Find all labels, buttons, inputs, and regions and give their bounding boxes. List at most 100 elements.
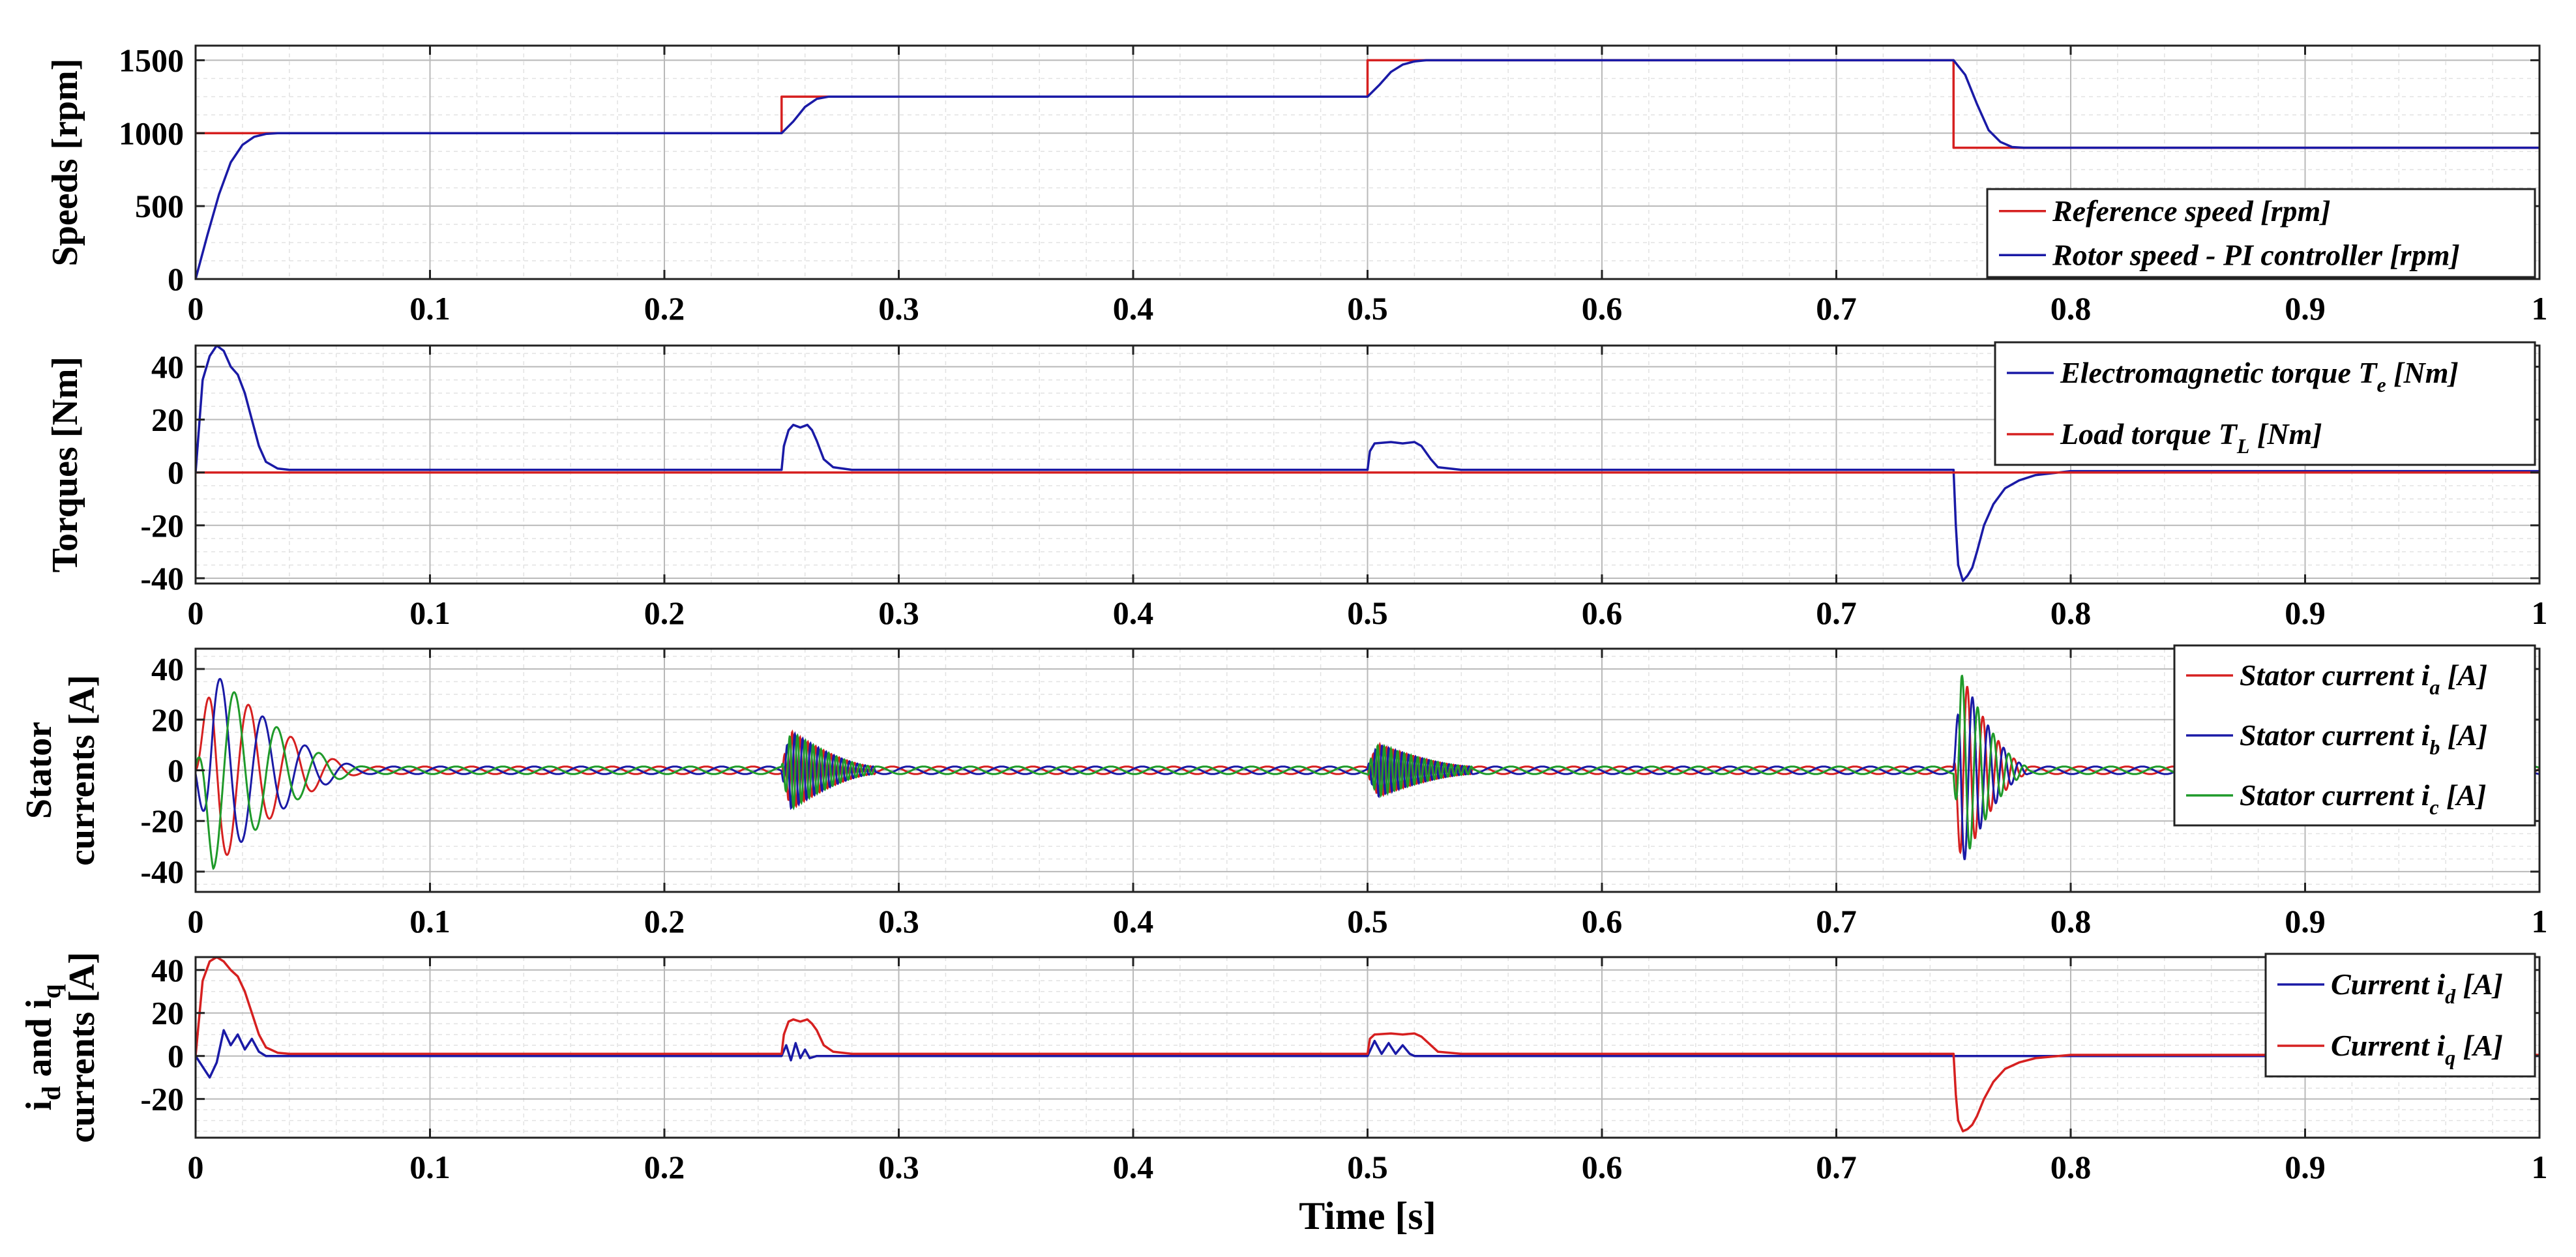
x-tick-label: 0.3 — [878, 1149, 919, 1185]
y-tick-label: -40 — [140, 560, 184, 597]
y-tick-label: 1000 — [119, 115, 184, 151]
y-tick-label: 500 — [135, 188, 184, 224]
tick-marks — [194, 649, 2541, 892]
x-tick-label: 0.4 — [1113, 1149, 1154, 1185]
series-line-1 — [196, 59, 2539, 149]
legend: Current id [A] Current iq [A] — [2264, 953, 2536, 1078]
y-tick-label: 40 — [151, 952, 184, 988]
x-tick-label: 0 — [188, 290, 204, 327]
y-tick-label: -20 — [140, 803, 184, 839]
legend: Electromagnetic torque Te [Nm] Load torqu… — [1994, 341, 2536, 466]
x-tick-label: 0.5 — [1347, 903, 1388, 939]
x-tick-label: 0.7 — [1816, 595, 1857, 631]
x-tick-label: 0.3 — [878, 903, 919, 939]
y-tick-label: -20 — [140, 507, 184, 544]
x-tick-label: 0.8 — [2050, 903, 2092, 939]
tick-marks — [194, 957, 2541, 1138]
x-tick-label: 0.9 — [2285, 1149, 2326, 1185]
y-axis-label: currents [A] — [62, 675, 102, 866]
series-group — [196, 346, 2539, 582]
legend: Reference speed [rpm] Rotor speed - PI co… — [1986, 188, 2536, 278]
x-tick-label: 0.4 — [1113, 903, 1154, 939]
x-tick-label: 0 — [188, 595, 204, 631]
x-tick-label: 0.4 — [1113, 290, 1154, 327]
y-axis-label: currents [A] — [62, 952, 102, 1143]
panel-torques: 0 0.1 0.2 0.3 0.4 0.5 0.6 0.7 0.8 0.9 1 -40 -20 0 20 40… — [45, 341, 2548, 631]
panel-dq_currents: 0 0.1 0.2 0.3 0.4 0.5 0.6 0.7 0.8 0.9 1-2002040id … — [19, 952, 2548, 1237]
y-tick-label: 20 — [151, 402, 184, 438]
x-tick-label: 0 — [188, 1149, 204, 1185]
y-tick-label: 40 — [151, 651, 184, 687]
y-tick-label: 0 — [168, 454, 184, 491]
x-tick-label: 1 — [2532, 1149, 2548, 1185]
legend-entry: Current id [A] — [2331, 968, 2503, 1008]
series-line-c — [196, 674, 2539, 870]
legend-entry: Stator current ia [A] — [2240, 658, 2487, 699]
y-tick-label: 1500 — [119, 42, 184, 78]
x-tick-label: 0.6 — [1582, 290, 1623, 327]
x-tick-label: 0.3 — [878, 290, 919, 327]
y-tick-label: 0 — [168, 261, 184, 297]
x-tick-label: 0.1 — [409, 903, 451, 939]
x-tick-label: 0.5 — [1347, 1149, 1388, 1185]
x-tick-label: 0.7 — [1816, 903, 1857, 939]
y-axis-label: Torques [Nm] — [45, 357, 85, 572]
legend-box — [1986, 188, 2536, 278]
series-group — [196, 957, 2539, 1132]
panel-speeds: 0 0.1 0.2 0.3 0.4 0.5 0.6 0.7 0.8 0.9 1 0 500 1000 150… — [45, 42, 2548, 327]
x-tick-label: 0.8 — [2050, 595, 2092, 631]
x-tick-label: 0.2 — [644, 1149, 685, 1185]
y-tick-label: 0 — [168, 1038, 184, 1074]
series-group — [196, 59, 2539, 279]
legend: Stator current ia [A] Stator current ib [… — [2173, 644, 2536, 827]
x-tick-label: 0.9 — [2285, 903, 2326, 939]
x-tick-label: 0.9 — [2285, 595, 2326, 631]
y-tick-label: -20 — [140, 1081, 184, 1117]
legend-entry: Current iq [A] — [2331, 1029, 2503, 1069]
legend-entry: Reference speed [rpm] — [2052, 194, 2331, 228]
series-line-1 — [196, 1029, 2539, 1079]
x-tick-label: 0.9 — [2285, 290, 2326, 327]
y-tick-label: 20 — [151, 702, 184, 738]
y-tick-label: 20 — [151, 995, 184, 1031]
y-axis-label: Speeds [rpm] — [45, 59, 85, 267]
y-tick-label: 40 — [151, 348, 184, 385]
x-tick-label: 0.6 — [1582, 1149, 1623, 1185]
legend-box — [1994, 341, 2536, 466]
x-tick-label: 0.8 — [2050, 290, 2092, 327]
series-line-2 — [196, 59, 2539, 279]
series-group — [196, 674, 2539, 870]
legend-entry: Stator current ic [A] — [2240, 778, 2486, 819]
y-axis-label: Stator — [19, 722, 59, 819]
x-tick-label: 0.2 — [644, 290, 685, 327]
x-tick-label: 0 — [188, 903, 204, 939]
series-line-2 — [196, 957, 2539, 1132]
x-tick-label: 0.4 — [1113, 595, 1154, 631]
x-tick-label: 1 — [2532, 903, 2548, 939]
panel-stator_currents: 0 0.1 0.2 0.3 0.4 0.5 0.6 0.7 0.8 0.9 1 -40 -20 0 20 40… — [19, 644, 2548, 939]
legend-entry: Stator current ib [A] — [2240, 718, 2487, 759]
x-tick-label: 0.7 — [1816, 1149, 1857, 1185]
legend-entry: Electromagnetic torque Te [Nm] — [2060, 356, 2459, 396]
x-tick-label: 0.2 — [644, 903, 685, 939]
series-line-b — [196, 677, 2539, 861]
x-tick-label: 1 — [2532, 595, 2548, 631]
x-axis-label: Time [s] — [1299, 1194, 1436, 1237]
x-tick-label: 0.1 — [409, 290, 451, 327]
x-tick-label: 0.7 — [1816, 290, 1857, 327]
x-tick-label: 0.8 — [2050, 1149, 2092, 1185]
x-tick-label: 0.1 — [409, 595, 451, 631]
y-tick-label: 0 — [168, 752, 184, 789]
y-tick-label: -40 — [140, 853, 184, 890]
x-tick-label: 0.2 — [644, 595, 685, 631]
legend-entry: Rotor speed - PI controller [rpm] — [2052, 238, 2460, 271]
x-tick-label: 0.5 — [1347, 290, 1388, 327]
legend-box — [2264, 953, 2536, 1078]
legend-entry: Load torque TL [Nm] — [2060, 417, 2322, 458]
x-tick-label: 0.6 — [1582, 595, 1623, 631]
x-tick-label: 0.1 — [409, 1149, 451, 1185]
x-tick-label: 0.3 — [878, 595, 919, 631]
x-tick-label: 1 — [2532, 290, 2548, 327]
x-tick-label: 0.6 — [1582, 903, 1623, 939]
